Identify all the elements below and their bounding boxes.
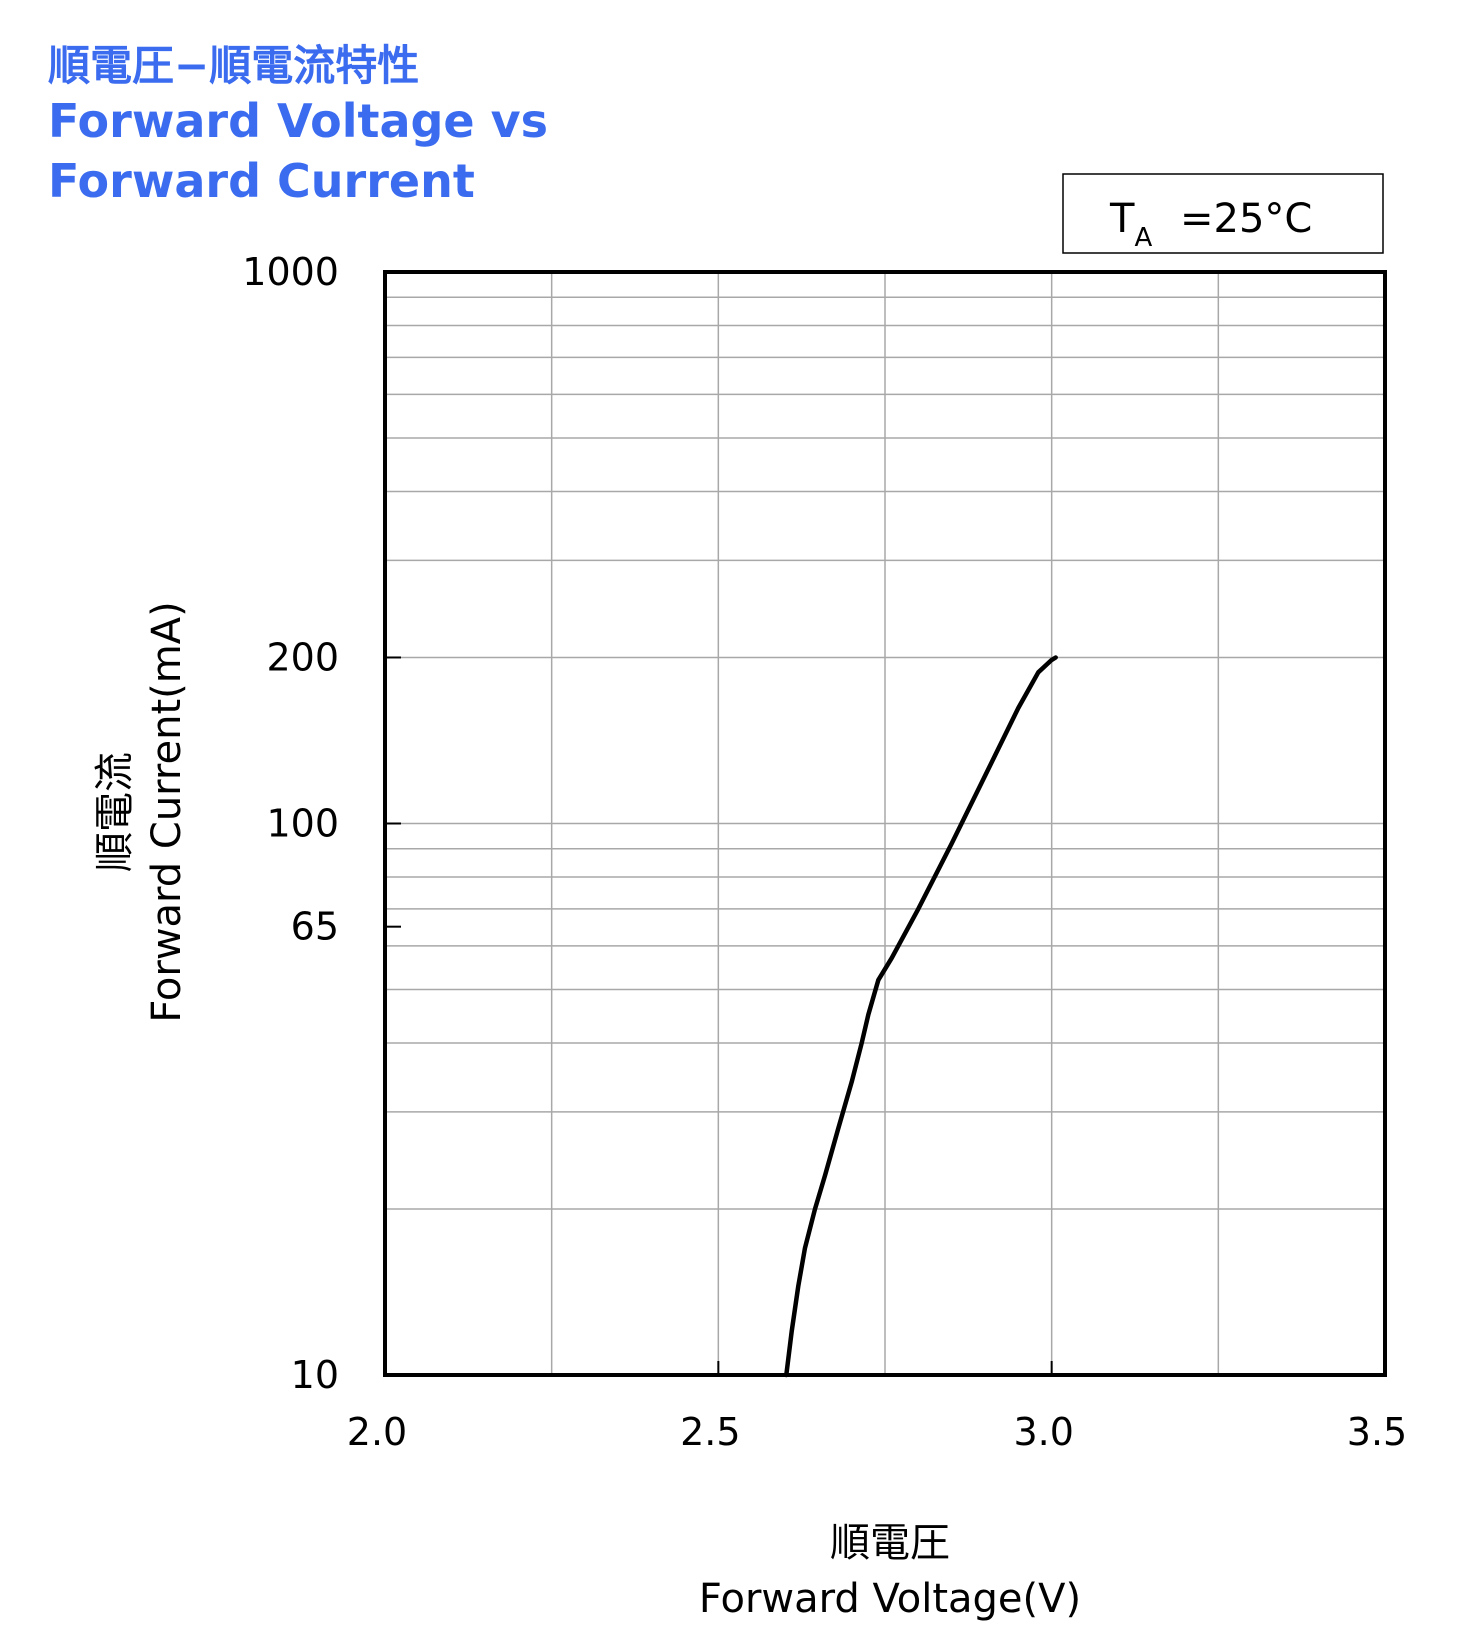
chart-title-line-2: Forward Current [48,154,475,208]
condition-value: =25°C [1180,196,1312,242]
y-tick-label: 200 [266,635,339,679]
condition-legend: TA =25°C [1062,173,1384,254]
x-axis-label-japanese: 順電圧 [830,1520,950,1566]
chart-title-japanese: 順電圧−順電流特性 [48,41,420,90]
y-tick-label: 10 [291,1353,339,1397]
y-axis-label: Forward Current(mA) [144,601,190,1022]
grid-lines [385,272,1385,1375]
y-tick-label: 65 [291,905,339,949]
x-axis-label: Forward Voltage(V) [699,1576,1081,1622]
tick-labels: 2.0 2.5 3.0 3.5 10 65 100 200 1000 [242,250,1407,1454]
series-line [784,655,1058,1378]
condition-label-sub: A [1134,223,1152,253]
x-tick-label: 2.0 [347,1410,407,1454]
plot-frame [383,270,1387,1377]
condition-label-main: T [1109,196,1135,242]
y-axis-label-japanese: 順電流 [92,752,138,872]
y-tick-label: 100 [266,802,339,846]
condition-legend-box [1062,173,1384,254]
x-tick-label: 3.5 [1347,1410,1407,1454]
x-tick-label: 2.5 [680,1410,740,1454]
chart-title-line-1: Forward Voltage vs [48,94,549,148]
y-tick-label: 1000 [242,250,339,294]
condition-label: TA [1109,196,1152,253]
series-layer [784,655,1058,1378]
x-tick-label: 3.0 [1013,1410,1073,1454]
